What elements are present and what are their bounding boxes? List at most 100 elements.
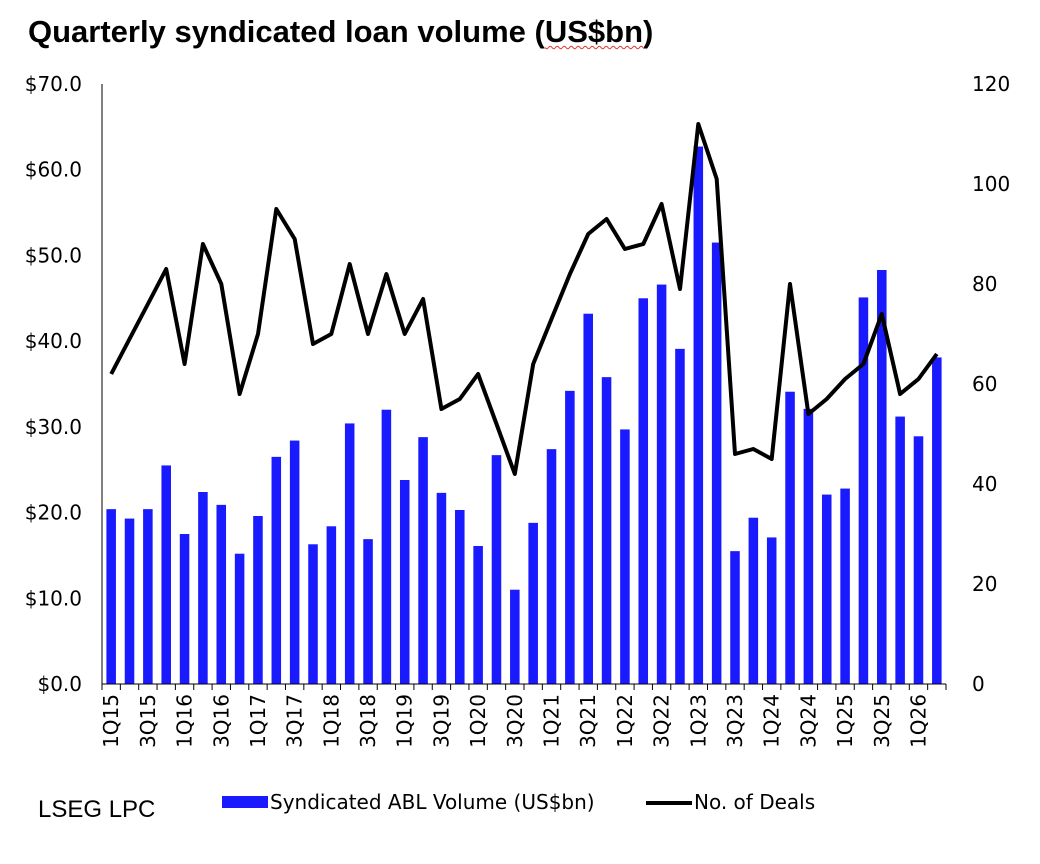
x-tick-label: 1Q26: [906, 694, 930, 748]
y-left-tick-label: $70.0: [25, 72, 82, 96]
x-tick-label: 3Q24: [796, 694, 820, 748]
x-tick-label: 1Q20: [466, 694, 490, 748]
chart-title-close: ): [643, 14, 654, 49]
legend-swatch-deals: [646, 801, 692, 805]
bar-2Q24: [785, 391, 795, 684]
x-tick-label: 1Q15: [99, 694, 123, 748]
y-right-tick-label: 60: [972, 372, 997, 396]
x-tick-label: 3Q17: [283, 694, 307, 748]
bar-3Q20: [510, 589, 520, 684]
line-series: [109, 122, 939, 476]
bar-3Q15: [143, 509, 153, 684]
legend-label-deals: No. of Deals: [694, 790, 816, 814]
x-tick-label: 3Q21: [576, 694, 600, 748]
bar-4Q17: [308, 544, 318, 684]
x-axis: 1Q15 3Q15 1Q16 3Q16 1Q17 3Q17 1Q18 3Q18 1Q19 3Q19…: [99, 694, 930, 748]
x-tick-label: 3Q16: [209, 694, 233, 748]
bar-1Q15: [106, 509, 116, 684]
chart-title-unit: US$bn: [544, 14, 644, 49]
bar-4Q21: [601, 377, 612, 684]
bar-3Q17: [289, 440, 300, 684]
x-tick-label: 3Q19: [429, 694, 453, 748]
bar-4Q23: [748, 517, 759, 684]
legend-swatch-volume: [222, 796, 268, 808]
bar-4Q15: [161, 465, 171, 684]
y-axis-right: 0 20 40 60 80 100 120: [972, 72, 1010, 696]
bar-2Q17: [271, 456, 282, 684]
y-left-tick-label: $30.0: [25, 415, 82, 439]
bar-1Q20: [473, 546, 483, 684]
bar-4Q25: [895, 416, 905, 684]
bar-2Q21: [565, 390, 575, 684]
bar-4Q18: [381, 409, 392, 684]
y-left-tick-label: $20.0: [25, 501, 82, 525]
y-left-tick-label: $40.0: [25, 329, 82, 353]
source-label: LSEG LPC: [38, 796, 156, 823]
x-tick-label: 1Q21: [540, 694, 564, 748]
y-left-tick-label: $10.0: [25, 586, 82, 610]
x-tick-label: 1Q24: [760, 694, 784, 748]
bar-1Q21: [546, 449, 557, 684]
x-tick-label: 3Q22: [650, 694, 674, 748]
bar-2Q18: [344, 423, 355, 684]
bar-2Q19: [418, 437, 428, 684]
bar-3Q25: [877, 270, 887, 684]
bar-3Q19: [436, 492, 447, 684]
bar-1Q26: [913, 436, 924, 684]
y-right-tick-label: 80: [972, 272, 997, 296]
y-right-tick-label: 120: [972, 72, 1010, 96]
bar-1Q22: [620, 429, 630, 684]
bar-2Q22: [638, 298, 649, 684]
x-tick-label: 3Q23: [723, 694, 747, 748]
x-tick-label: 1Q17: [246, 694, 270, 748]
y-right-tick-label: 0: [972, 672, 985, 696]
legend-label-volume: Syndicated ABL Volume (US$bn): [270, 790, 595, 814]
x-tick-label: 1Q22: [613, 694, 637, 748]
x-tick-label: 3Q18: [356, 694, 380, 748]
bar-1Q18: [326, 526, 337, 684]
x-tick-label: 1Q23: [686, 694, 710, 748]
y-right-tick-label: 100: [972, 172, 1010, 196]
bar-4Q20: [528, 522, 538, 684]
bar-1Q24: [766, 537, 777, 684]
bar-3Q24: [803, 408, 814, 684]
x-tick-label: 1Q18: [319, 694, 343, 748]
bar-2Q26: [932, 357, 942, 684]
bar-3Q22: [656, 284, 667, 684]
y-right-tick-label: 40: [972, 472, 997, 496]
x-tick-label: 3Q25: [870, 694, 894, 748]
bar-4Q19: [455, 510, 465, 684]
bar-4Q22: [675, 348, 685, 684]
chart-title: Quarterly syndicated loan volume (US$bn): [28, 14, 653, 50]
bar-3Q18: [363, 539, 373, 684]
y-left-tick-label: $60.0: [25, 158, 82, 182]
y-left-tick-label: $50.0: [25, 243, 82, 267]
bar-2Q15: [124, 518, 135, 684]
bar-1Q19: [399, 480, 410, 684]
combo-chart: $0.0$10.0$20.0$30.0$40.0$50.0$60.0$70.0 …: [25, 72, 1010, 748]
x-tick-label: 3Q15: [136, 694, 160, 748]
bar-1Q23: [693, 146, 704, 685]
bar-3Q23: [730, 551, 740, 684]
bar-2Q16: [198, 492, 208, 684]
bar-2Q23: [711, 242, 722, 685]
x-tick-label: 1Q19: [393, 694, 417, 748]
x-tick-label: 3Q20: [503, 694, 527, 748]
y-axis-left: $0.0 $10.0 $20.0 $30.0 $40.0 $50.0 $60.0 $70.0: [25, 72, 82, 696]
bar-2Q20: [491, 455, 502, 684]
bar-3Q21: [583, 313, 593, 684]
bar-3Q16: [216, 504, 227, 684]
y-right-tick-label: 20: [972, 572, 997, 596]
deals-line: [109, 122, 939, 476]
x-tick-label: 1Q25: [833, 694, 857, 748]
bar-series: [106, 146, 942, 685]
bar-2Q25: [858, 297, 869, 684]
x-tick-label: 1Q16: [173, 694, 197, 748]
axes: [101, 84, 947, 690]
bar-1Q17: [253, 516, 263, 684]
bar-4Q16: [234, 553, 245, 684]
bar-4Q24: [821, 494, 832, 684]
chart-title-main: Quarterly syndicated loan volume (: [28, 14, 545, 49]
bar-1Q16: [179, 534, 190, 684]
y-left-tick-label: $0.0: [37, 672, 82, 696]
